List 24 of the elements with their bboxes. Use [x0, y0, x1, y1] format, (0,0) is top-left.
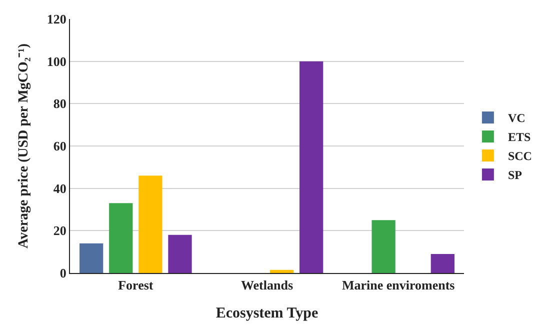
x-tick-label: Marine enviroments	[342, 278, 455, 293]
x-axis-title: Ecosystem Type	[216, 306, 319, 322]
bar	[109, 203, 133, 273]
x-tick-label: Forest	[118, 278, 154, 293]
y-axis-title: Average price (USD per MgCO₂⁻¹)	[16, 43, 32, 248]
y-tick-label: 60	[53, 138, 66, 154]
y-tick-label: 100	[46, 54, 66, 69]
bar	[300, 61, 324, 273]
legend-label: SCC	[508, 149, 532, 164]
y-tick-label: 80	[53, 96, 66, 112]
bar	[270, 270, 294, 273]
y-tick-label: 120	[46, 12, 66, 27]
y-tick-label: 20	[53, 223, 66, 238]
x-tick-label: Wetlands	[240, 278, 294, 293]
bar	[430, 254, 454, 273]
y-tick-label: 0	[60, 266, 66, 281]
bar	[138, 176, 162, 273]
y-tick-label: 40	[53, 180, 66, 196]
bar	[168, 234, 192, 273]
legend-label: SP	[508, 168, 522, 182]
bar	[372, 220, 396, 273]
legend-label: VC	[508, 111, 526, 126]
bar	[80, 243, 104, 273]
legend-label: ETS	[508, 130, 531, 144]
